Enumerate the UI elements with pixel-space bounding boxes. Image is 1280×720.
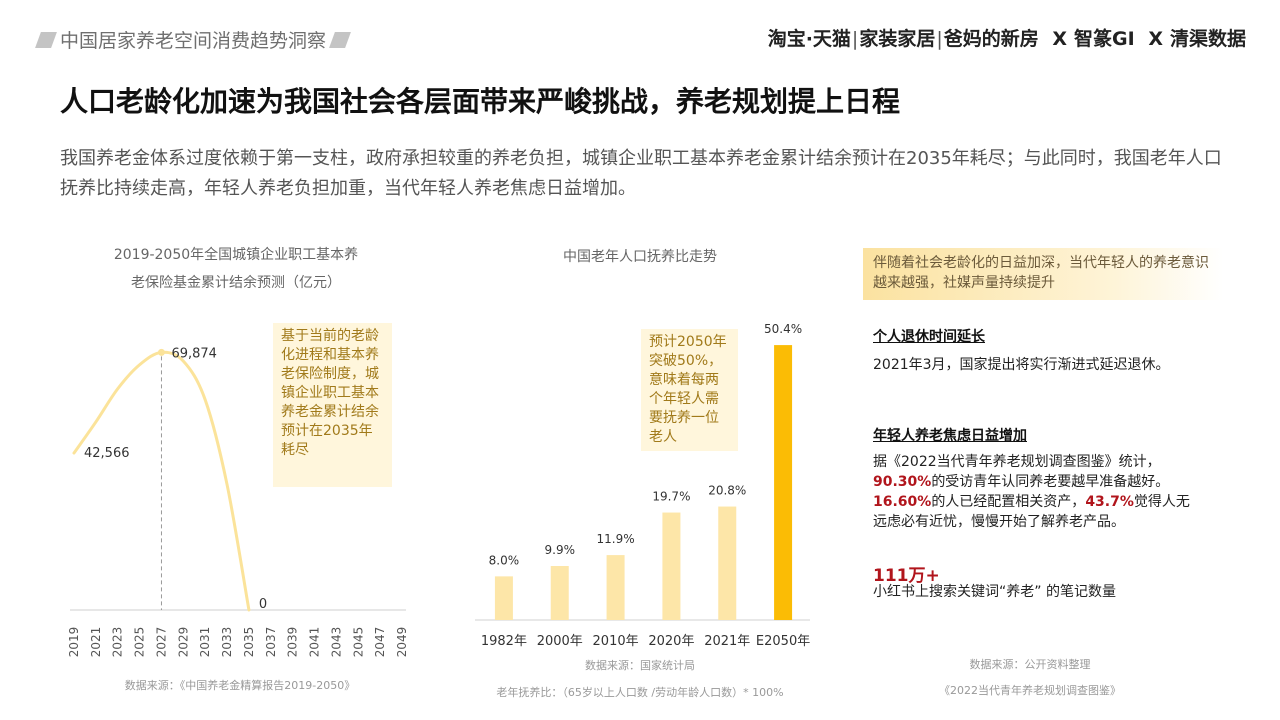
x-tick-label: 2029 [176,627,190,658]
stat-90-percent: 90.30% [873,474,932,490]
bar-chart-formula: 老年抚养比：（65岁以上人口数 /劳动年龄人口数）* 100% [496,686,784,699]
section-title-bar: 中国居家养老空间消费趋势洞察 [32,26,354,53]
line-chart-title-line2: 老保险基金累计结余预测（亿元） [131,275,341,291]
data-label: 0 [259,597,267,612]
big-stat-desc: 小红书上搜索关键词“养老” 的笔记数量 [873,584,1116,600]
retirement-section-text: 2021年3月，国家提出将实行渐进式延迟退休。 [873,357,1170,373]
bar-value-label: 19.7% [652,490,690,504]
bar-chart-note: 预计2050年突破50%，意味着每两个年轻人需要抚养一位老人 [641,329,738,451]
anxiety-section-text: 据《2022当代青年养老规划调查图鉴》统计， 90.30%的受访青年认同养老要越早… [873,452,1198,532]
right-source-2: 《2022当代青年养老规划调查图鉴》 [939,684,1121,697]
x-tick-label: 2027 [154,627,168,658]
x-tick-label: 2043 [329,627,343,658]
x-tick-label: 2047 [373,627,387,658]
big-stat: 111万+ [873,566,940,586]
line-series-fund-balance [72,350,251,612]
category-label: 1982年 [481,634,527,649]
x-tick-label: 2037 [264,627,278,658]
line-chart-note: 基于当前的老龄化进程和基本养老保险制度，城镇企业职工基本养老金累计结余预计在20… [273,323,392,487]
stat-43-percent: 43.7% [1085,494,1134,510]
category-label: 2020年 [648,634,694,649]
bar-2000年 [550,566,569,620]
bar-E2050年 [774,345,793,620]
page-headline: 人口老龄化加速为我国社会各层面带来严峻挑战，养老规划提上日程 [60,85,901,118]
x-tick-label: 2039 [286,627,300,658]
slash-icon [35,31,57,48]
bar-2010年 [606,555,625,620]
category-label: E2050年 [756,634,810,649]
line-chart: 42,566 69,874 0 2019 2021 2023 2025 2027 2029 203… [67,346,409,658]
x-tick-label: 2021 [89,627,103,658]
x-tick-label: 2019 [67,627,81,658]
anxiety-text-4: 觉得人无远虑必有近忧，慢慢开始了解养老产品。 [873,494,1190,530]
brand-home: 家装家居 [859,28,936,50]
anxiety-text-2: 的受访青年认同养老要越早准备越好。 [931,474,1170,490]
bar-chart: 8.0% 1982年 9.9% 2000年 11.9% 2010年 19.7% 2020年 20… [475,322,810,649]
retirement-section-title: 个人退休时间延长 [873,329,985,345]
x-tick-label: 2033 [220,627,234,658]
x-tick-label: 2049 [395,627,409,658]
brand-qingqu: 清渠数据 [1169,28,1246,50]
anxiety-text-1: 据《2022当代青年养老规划调查图鉴》统计， [873,454,1161,470]
brand-divider: | [851,28,859,50]
section-title: 中国居家养老空间消费趋势洞察 [60,30,327,52]
bar-2021年 [718,506,737,620]
bar-chart-title: 中国老年人口抚养比走势 [563,249,717,265]
x-tick-label: 2035 [242,627,256,658]
anxiety-text-3: 的人已经配置相关资产， [931,494,1086,510]
category-label: 2010年 [593,634,639,649]
bar-2020年 [662,512,681,620]
anxiety-section-title: 年轻人养老焦虑日益增加 [873,428,1027,444]
stat-16-percent: 16.60% [873,494,932,510]
bar-value-label: 11.9% [597,532,635,546]
bar-1982年 [494,576,513,620]
x-tick-label: 2031 [198,627,212,658]
data-label: 42,566 [84,446,130,461]
x-tick-label: 2041 [308,627,322,658]
line-chart-source: 数据来源：《中国养老金精算报告2019-2050》 [124,679,356,692]
times-sign: X [1148,28,1163,50]
times-sign: X [1052,28,1068,50]
slash-icon [329,31,351,48]
line-chart-title-line1: 2019-2050年全国城镇企业职工基本养 [113,247,359,263]
brand-logos: 淘宝·天猫|家装家居|爸妈的新房 X 智篆GI X 清渠数据 [768,24,1246,51]
x-tick-label: 2025 [133,627,147,658]
x-tick-label: 2045 [351,627,365,658]
bar-value-label: 50.4% [764,322,802,336]
category-label: 2000年 [537,634,583,649]
insight-banner: 伴随着社会老龄化的日益加深，当代年轻人的养老意识越来越强，社媒声量持续提升 [863,248,1223,300]
brand-zhizhuan: 智篆GI [1074,28,1135,50]
brand-taobao: 淘宝·天猫 [767,28,851,50]
x-tick-label: 2023 [111,627,125,658]
brand-parents: 爸妈的新房 [943,28,1039,50]
brand-divider: | [936,28,943,50]
bar-value-label: 8.0% [489,553,520,567]
line-chart-title: 2019-2050年全国城镇企业职工基本养 老保险基金累计结余预测（亿元） [80,241,392,297]
bar-value-label: 20.8% [708,484,746,498]
bar-chart-source: 数据来源：国家统计局 [585,659,695,672]
intro-paragraph: 我国养老金体系过度依赖于第一支柱，政府承担较重的养老负担，城镇企业职工基本养老金… [60,148,1222,199]
peak-point [157,348,165,356]
bar-value-label: 9.9% [545,543,576,557]
category-label: 2021年 [704,634,750,649]
data-label: 69,874 [171,346,217,361]
right-source-1: 数据来源：公开资料整理 [969,658,1091,671]
